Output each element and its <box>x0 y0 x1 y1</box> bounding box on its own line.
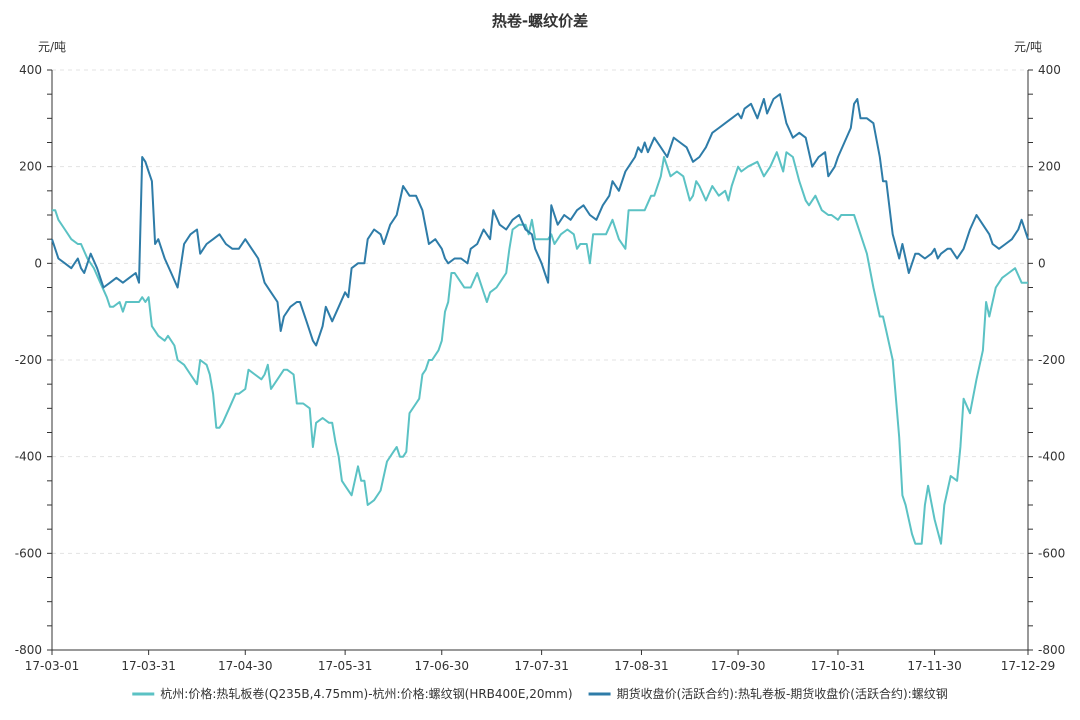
y-tick-label-left: -200 <box>15 353 42 367</box>
x-tick-label: 17-09-30 <box>711 659 765 673</box>
x-tick-label: 17-11-30 <box>907 659 961 673</box>
right-axis-unit: 元/吨 <box>1014 40 1042 54</box>
x-tick-label: 17-04-30 <box>218 659 272 673</box>
legend-label-futures-spread: 期货收盘价(活跃合约):热轧卷板-期货收盘价(活跃合约):螺纹钢 <box>617 686 948 701</box>
series-line-1 <box>51 93 1029 347</box>
y-tick-label-right: -800 <box>1038 643 1065 657</box>
y-tick-label-left: -600 <box>15 546 42 560</box>
left-axis-unit: 元/吨 <box>38 40 66 54</box>
x-tick-label: 17-08-31 <box>614 659 668 673</box>
legend: 杭州:价格:热轧板卷(Q235B,4.75mm)-杭州:价格:螺纹钢(HRB40… <box>132 686 948 701</box>
y-tick-label-right: -400 <box>1038 450 1065 464</box>
y-tick-label-right: 200 <box>1038 160 1061 174</box>
x-tick-label: 17-10-31 <box>811 659 865 673</box>
x-tick-label: 17-03-01 <box>25 659 79 673</box>
y-tick-label-right: 400 <box>1038 63 1061 77</box>
y-tick-label-right: -600 <box>1038 546 1065 560</box>
series-lines <box>51 93 1029 545</box>
legend-label-spot-spread: 杭州:价格:热轧板卷(Q235B,4.75mm)-杭州:价格:螺纹钢(HRB40… <box>160 686 572 701</box>
gridlines <box>52 69 1028 554</box>
y-tick-label-left: -400 <box>15 450 42 464</box>
x-tick-label: 17-05-31 <box>318 659 372 673</box>
axes: 400 400 200 200 0 0 -200 -200 -400 -400 -600 -600 -8… <box>15 63 1065 673</box>
y-tick-label-right: 0 <box>1038 256 1046 270</box>
chart-title: 热卷-螺纹价差 <box>492 12 588 30</box>
x-tick-label: 17-07-31 <box>514 659 568 673</box>
y-tick-label-left: 0 <box>34 256 42 270</box>
x-tick-label: 17-06-30 <box>415 659 469 673</box>
y-tick-label-right: -200 <box>1038 353 1065 367</box>
x-tick-label: 17-03-31 <box>121 659 175 673</box>
y-tick-label-left: 400 <box>19 63 42 77</box>
y-tick-label-left: 200 <box>19 160 42 174</box>
x-tick-label: 17-12-29 <box>1001 659 1055 673</box>
y-tick-label-left: -800 <box>15 643 42 657</box>
series-line-0 <box>52 151 1028 545</box>
